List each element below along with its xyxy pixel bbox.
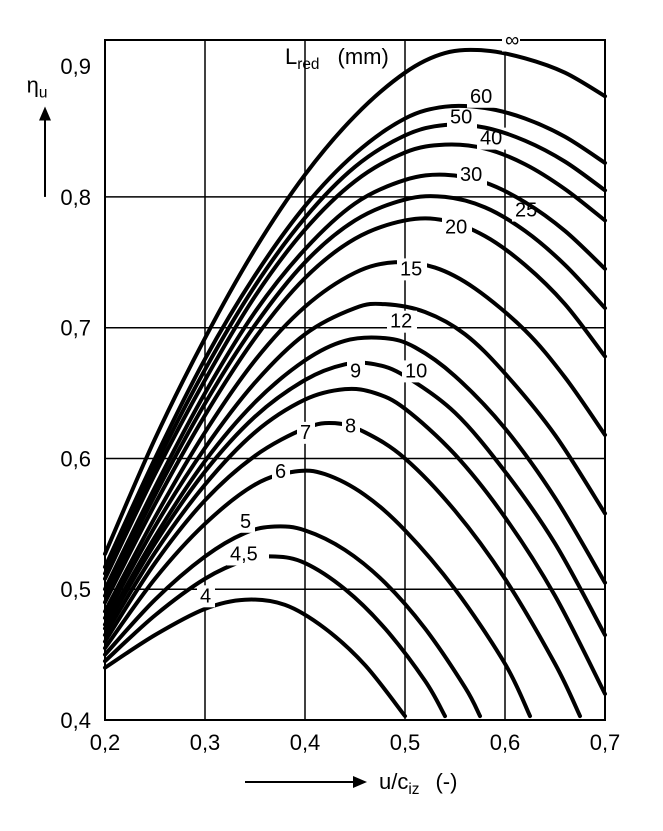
series-label: 60: [470, 86, 492, 108]
series-label: 9: [350, 360, 361, 382]
series-label: ∞: [505, 30, 519, 52]
x-tick-label: 0,5: [390, 730, 421, 755]
series-label: 5: [240, 511, 251, 533]
x-tick-label: 0,7: [590, 730, 621, 755]
curve: [105, 50, 605, 554]
y-tick-label: 0,4: [60, 708, 91, 733]
y-tick-label: 0,6: [60, 446, 91, 471]
x-axis-arrowhead: [353, 776, 367, 788]
y-tick-label: 0,8: [60, 185, 91, 210]
series-label: 20: [445, 217, 467, 239]
header-label: Lred(mm): [285, 44, 389, 73]
curve: [105, 196, 605, 596]
y-axis-arrowhead: [39, 106, 51, 120]
series-label: 8: [345, 415, 356, 437]
series-label: 30: [460, 164, 482, 186]
y-axis-label: ηu: [27, 72, 48, 101]
x-axis-label: u/ciz(-): [379, 769, 457, 798]
series-label: 6: [275, 461, 286, 483]
series-label: 10: [405, 360, 427, 382]
y-tick-label: 0,5: [60, 577, 91, 602]
series-label: 50: [450, 107, 472, 129]
x-tick-label: 0,4: [290, 730, 321, 755]
x-tick-label: 0,6: [490, 730, 521, 755]
series-label: 7: [300, 422, 311, 444]
series-label: 4,5: [230, 543, 258, 565]
efficiency-chart: 0,2 0,3 0,4 0,5 0,6 0,7 0,4 0,5 0,6 0,7 0,8 0,9 4 4,5…: [0, 0, 663, 831]
x-tick-label: 0,3: [190, 730, 221, 755]
x-tick-label: 0,2: [90, 730, 121, 755]
y-tick-label: 0,9: [60, 54, 91, 79]
series-label: 4: [200, 585, 211, 607]
series-label: 15: [400, 258, 422, 280]
series-label: 12: [390, 311, 412, 333]
y-tick-label: 0,7: [60, 316, 91, 341]
